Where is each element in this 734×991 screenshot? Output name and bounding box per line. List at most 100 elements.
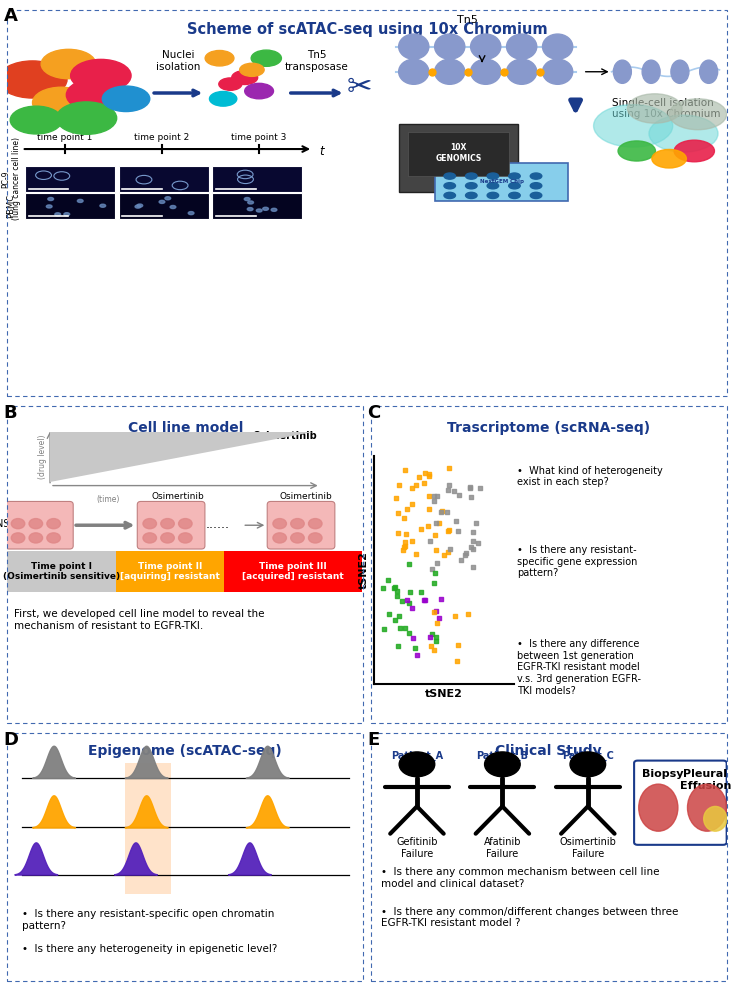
Circle shape <box>209 91 237 106</box>
Text: Time point I
(Osimertinib sensitive): Time point I (Osimertinib sensitive) <box>3 562 120 581</box>
Ellipse shape <box>308 533 322 543</box>
Point <box>424 533 436 549</box>
Ellipse shape <box>470 59 501 84</box>
Circle shape <box>102 86 150 112</box>
Point <box>424 629 436 645</box>
Ellipse shape <box>47 533 60 543</box>
FancyBboxPatch shape <box>267 501 335 549</box>
Text: Epigenome (scATAC-seq): Epigenome (scATAC-seq) <box>89 744 282 758</box>
Point <box>423 468 435 484</box>
Point <box>468 559 479 575</box>
Point <box>415 584 426 600</box>
Point <box>401 592 413 607</box>
Text: Patient_A: Patient_A <box>391 750 443 761</box>
Circle shape <box>219 78 241 90</box>
Circle shape <box>594 105 672 147</box>
Point <box>473 481 485 496</box>
Text: Osimertinib
Failure: Osimertinib Failure <box>559 837 617 859</box>
Text: Pleural
Effusion: Pleural Effusion <box>680 769 731 791</box>
Circle shape <box>649 115 718 153</box>
FancyBboxPatch shape <box>116 551 225 592</box>
Text: Osimertinib: Osimertinib <box>152 493 205 501</box>
Text: ......: ...... <box>206 518 229 531</box>
Text: Patient_B: Patient_B <box>476 750 528 761</box>
Ellipse shape <box>161 533 174 543</box>
Ellipse shape <box>639 784 678 831</box>
Circle shape <box>444 173 456 179</box>
Point <box>392 525 404 541</box>
Circle shape <box>465 192 477 198</box>
Point <box>429 566 441 582</box>
Ellipse shape <box>178 533 192 543</box>
Circle shape <box>530 192 542 198</box>
Text: Osimertinib: Osimertinib <box>280 493 333 501</box>
Text: Time point III
[acquired] resistant: Time point III [acquired] resistant <box>242 562 344 581</box>
FancyBboxPatch shape <box>399 124 518 191</box>
Text: (time): (time) <box>96 496 120 504</box>
Point <box>420 592 432 607</box>
Text: Scheme of scATAC-seq using 10x Chromium: Scheme of scATAC-seq using 10x Chromium <box>186 22 548 37</box>
Point <box>431 555 443 571</box>
Point <box>391 583 403 599</box>
FancyBboxPatch shape <box>25 193 115 219</box>
Circle shape <box>509 173 520 179</box>
Text: Trascriptome (scRNA-seq): Trascriptome (scRNA-seq) <box>447 420 650 435</box>
Circle shape <box>170 205 176 208</box>
Point <box>443 522 454 538</box>
Text: time point 2: time point 2 <box>134 133 189 142</box>
Point <box>423 489 435 504</box>
Text: Gefitinib
Failure: Gefitinib Failure <box>396 837 437 859</box>
Circle shape <box>41 50 96 78</box>
Point <box>428 576 440 592</box>
Point <box>418 593 430 608</box>
Ellipse shape <box>178 518 192 529</box>
Text: Nuclei
isolation: Nuclei isolation <box>156 51 200 71</box>
Circle shape <box>247 207 253 211</box>
Text: •  Is there any common mechanism between cell line
model and clinical dataset?: • Is there any common mechanism between … <box>382 867 660 889</box>
Text: E: E <box>367 731 379 749</box>
Circle shape <box>444 182 456 189</box>
Point <box>430 515 442 531</box>
Point <box>456 552 468 568</box>
Point <box>459 545 471 561</box>
Point <box>388 581 399 597</box>
Point <box>410 640 421 656</box>
Point <box>442 504 454 520</box>
FancyBboxPatch shape <box>408 132 509 176</box>
Text: time point 3: time point 3 <box>231 133 287 142</box>
Point <box>431 489 443 504</box>
Ellipse shape <box>435 59 465 84</box>
Point <box>464 480 476 496</box>
Point <box>429 605 440 620</box>
Y-axis label: tSNE2: tSNE2 <box>359 551 368 589</box>
Point <box>392 638 404 654</box>
Circle shape <box>509 182 520 189</box>
Text: Tn5: Tn5 <box>457 16 478 26</box>
Ellipse shape <box>542 34 573 59</box>
Point <box>426 561 437 577</box>
FancyBboxPatch shape <box>119 166 208 191</box>
Point <box>433 515 445 531</box>
Circle shape <box>55 213 61 216</box>
Circle shape <box>530 173 542 179</box>
Point <box>428 489 440 504</box>
Point <box>468 541 479 557</box>
Point <box>393 478 404 494</box>
FancyBboxPatch shape <box>435 163 568 201</box>
Circle shape <box>465 182 477 189</box>
Point <box>415 521 426 537</box>
Point <box>410 647 422 663</box>
Point <box>468 524 479 540</box>
Ellipse shape <box>506 59 537 84</box>
FancyBboxPatch shape <box>7 551 116 592</box>
Point <box>410 477 422 493</box>
Point <box>435 592 447 607</box>
Ellipse shape <box>688 784 727 831</box>
Point <box>443 522 455 538</box>
Text: NextGEM Chip: NextGEM Chip <box>480 179 524 184</box>
Point <box>404 584 416 600</box>
Point <box>389 579 401 595</box>
Text: •  What kind of heterogeneity
exist in each step?: • What kind of heterogeneity exist in ea… <box>517 466 664 488</box>
Ellipse shape <box>614 60 631 83</box>
Point <box>407 630 419 646</box>
